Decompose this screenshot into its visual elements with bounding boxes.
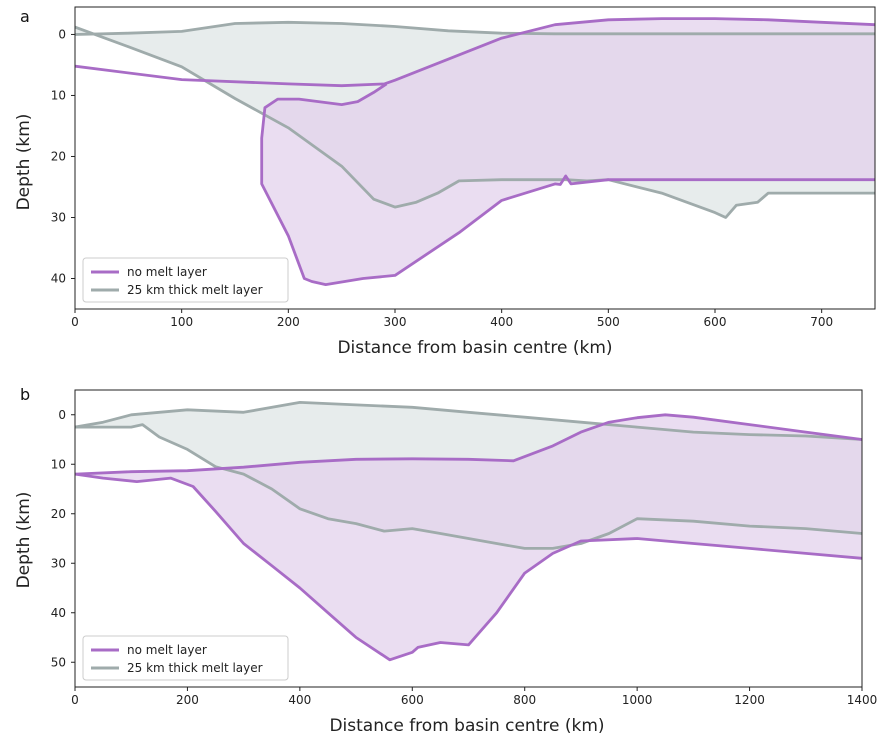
x-tick-label-b: 600 [401,693,424,707]
y-tick-label-b: 20 [51,507,66,521]
legend-label-a: 25 km thick melt layer [127,283,263,297]
x-tick-label-a: 300 [384,315,407,329]
y-axis-label-b: Depth (km) [14,492,34,589]
no-melt-top-line-b [75,413,862,476]
y-tick-label-a: 30 [51,210,66,224]
x-tick-label-a: 600 [704,315,727,329]
x-tick-label-a: 700 [810,315,833,329]
y-tick-label-a: 20 [51,149,66,163]
no-melt-top-line-a [75,17,875,88]
x-tick-label-b: 1200 [734,693,765,707]
x-tick-label-b: 1000 [622,693,653,707]
x-axis-label-b: Distance from basin centre (km) [329,716,604,735]
melt-layer-bottom-line-b [75,423,862,550]
y-tick-label-b: 0 [58,408,66,422]
y-axis-label-a: Depth (km) [14,114,34,211]
x-axis-label-a: Distance from basin centre (km) [337,338,612,358]
melt-layer-top-line-a [75,20,875,36]
no-melt-area-a [261,18,875,285]
x-tick-label-b: 0 [71,693,79,707]
melt-layer-top-line-b [75,400,862,441]
chart-panel-a: 0 100 200 300 400 500 600 700 0 10 20 30 40 no melt l… [51,6,876,329]
x-tick-label-b: 200 [176,693,199,707]
no-melt-bottom-line-b [75,472,862,662]
legend-box-b [82,635,289,681]
panel-label-a: a [20,7,30,26]
x-tick-label-a: 400 [490,315,513,329]
legend-label-b: no melt layer [127,643,207,657]
x-tick-label-b: 800 [513,693,536,707]
axes-frame-a [74,6,876,310]
chart-panel-b: 0 200 400 600 800 1000 1200 1400 0 10 20 30 40 50 no m… [51,389,877,707]
y-tick-label-a: 10 [51,88,66,102]
legend-b: no melt layer 25 km thick melt layer [82,635,289,681]
x-tick-label-a: 500 [597,315,620,329]
x-tick-label-a: 200 [277,315,300,329]
y-tick-label-a: 40 [51,271,66,285]
y-tick-label-b: 50 [51,655,66,669]
plot-area-a [75,17,875,287]
panel-label-b: b [20,385,30,404]
y-tick-label-a: 0 [58,27,66,41]
y-tick-label-b: 10 [51,457,66,471]
legend-label-a: no melt layer [127,265,207,279]
x-tick-label-a: 0 [71,315,79,329]
x-tick-label-a: 100 [170,315,193,329]
legend-label-b: 25 km thick melt layer [127,661,263,675]
y-tick-label-b: 40 [51,606,66,620]
melt-layer-bottom-line-a [75,25,875,219]
legend-box-a [82,257,289,303]
y-tick-label-b: 30 [51,556,66,570]
plot-area-b [75,400,862,662]
axes-frame-b [74,389,863,688]
x-tick-label-b: 400 [288,693,311,707]
legend-a: no melt layer 25 km thick melt layer [82,257,289,303]
x-tick-label-b: 1400 [847,693,877,707]
no-melt-bottom-line-a [260,82,875,287]
